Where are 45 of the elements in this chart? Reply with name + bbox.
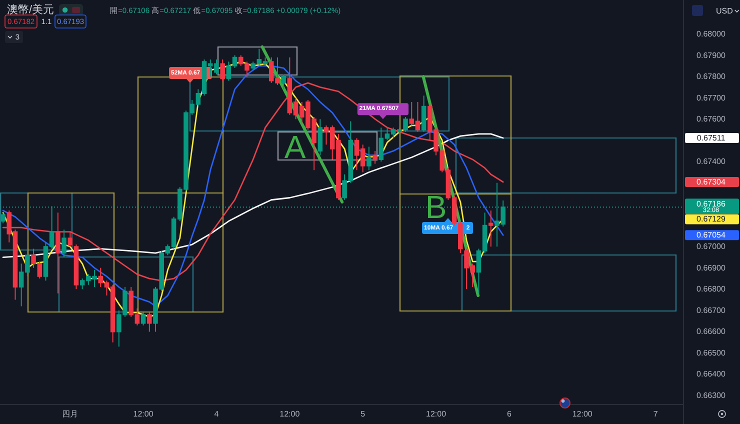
x-tick-label: 5 [360, 410, 366, 418]
y-tick-label: 0.67054 [696, 230, 726, 240]
annotation: A [284, 129, 306, 165]
candlestick [421, 95, 426, 132]
y-tick-label: 0.67000 [696, 242, 726, 252]
candlestick [372, 150, 378, 164]
candlestick [140, 312, 146, 326]
x-tick-label: 12:00 [572, 410, 593, 418]
y-tick-label: 0.66300 [696, 390, 726, 400]
x-tick-label: 12:00 [280, 410, 300, 418]
x-tick-label: 12:00 [133, 410, 154, 418]
y-tick-label: 0.67400 [696, 157, 726, 166]
candlestick [366, 146, 372, 171]
y-tick-label: 0.67600 [696, 114, 726, 124]
y-tick-label: 0.66700 [696, 306, 726, 315]
y-tick-label: 0.67900 [696, 50, 726, 60]
y-tick-label: 0.66500 [696, 348, 726, 358]
candlestick [0, 212, 6, 224]
y-tick-label: 0.66900 [696, 263, 726, 272]
y-tick-label: 0.66600 [696, 327, 726, 336]
candlestick [62, 229, 66, 258]
candlestick [318, 118, 323, 156]
ref-line-label: 0.67186 [696, 200, 726, 209]
x-tick-label: 7 [653, 410, 658, 418]
y-tick-label: 0.66400 [696, 370, 726, 379]
y-tick-label: 0.67304 [696, 178, 726, 187]
candlestick [488, 210, 494, 248]
candlestick [220, 59, 225, 82]
candlestick [74, 244, 79, 290]
x-tick-label: 12:00 [426, 410, 447, 418]
y-tick-label: 0.67700 [696, 93, 726, 102]
candlestick [68, 231, 73, 248]
candlestick [281, 74, 286, 90]
y-tick-label: 0.67511 [696, 134, 726, 142]
candlestick [147, 312, 152, 332]
y-tick-label: 0.67800 [696, 72, 726, 82]
y-tick-label: 0.66800 [696, 284, 726, 294]
x-tick-label: 四月 [62, 410, 78, 418]
y-tick-label: 0.68000 [696, 30, 726, 39]
chart-title: 澳幣/美元 [7, 3, 54, 16]
annotation: B [425, 189, 447, 225]
y-axis-title: USD [716, 6, 734, 16]
y-tick-label: 0.67129 [696, 214, 726, 224]
x-tick-label: 4 [214, 410, 220, 418]
x-tick-label: 6 [506, 410, 512, 418]
